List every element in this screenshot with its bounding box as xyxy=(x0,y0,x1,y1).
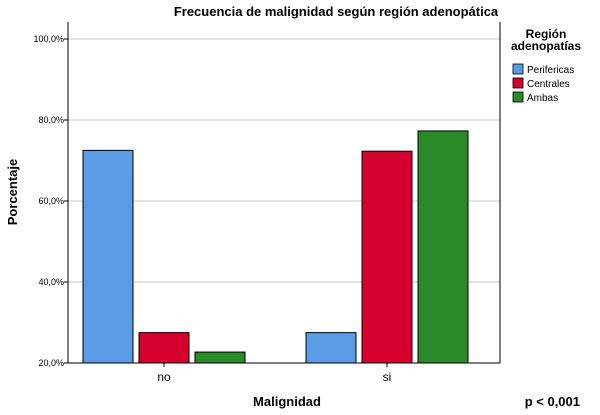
bar-perifericas-no xyxy=(82,149,134,364)
bar-ambas-no xyxy=(194,351,246,364)
p-value-annotation: p < 0,001 xyxy=(525,394,580,409)
y-axis-title: Porcentaje xyxy=(5,159,20,225)
y-tick-label: 80,0% xyxy=(38,115,64,125)
bar-centrales-si xyxy=(361,150,413,364)
chart-title: Frecuencia de malignidad según región ad… xyxy=(174,4,499,19)
legend-label-centrales: Centrales xyxy=(527,79,570,90)
legend-title-line: adenopatías xyxy=(511,39,581,53)
bars xyxy=(82,130,469,364)
x-category-label: si xyxy=(383,370,392,384)
x-axis-title: Malignidad xyxy=(253,394,321,409)
y-tick-label: 100,0% xyxy=(33,34,64,44)
y-tick-label: 20,0% xyxy=(38,358,64,368)
legend-items: Perifericas Centrales Ambas xyxy=(512,63,574,104)
legend-label-perifericas: Perifericas xyxy=(527,65,574,76)
bar-centrales-no xyxy=(138,332,190,364)
legend-swatch-perifericas xyxy=(512,63,524,75)
legend-label-ambas: Ambas xyxy=(527,93,558,104)
legend-swatch-centrales xyxy=(512,77,524,89)
legend-title: Región adenopatías xyxy=(511,27,581,53)
x-category-label: no xyxy=(157,370,171,384)
bar-perifericas-si xyxy=(305,332,357,364)
legend-swatch-ambas xyxy=(512,91,524,103)
y-tick-label: 60,0% xyxy=(38,196,64,206)
legend-title-line: Región xyxy=(526,27,567,41)
legend: Región adenopatías Perifericas Centrales Am… xyxy=(511,27,581,104)
y-tick-labels: 20,0% 40,0% 60,0% 80,0% 100,0% xyxy=(33,34,68,368)
x-category-labels: no si xyxy=(157,363,391,384)
y-tick-label: 40,0% xyxy=(38,277,64,287)
bar-ambas-si xyxy=(417,130,469,364)
